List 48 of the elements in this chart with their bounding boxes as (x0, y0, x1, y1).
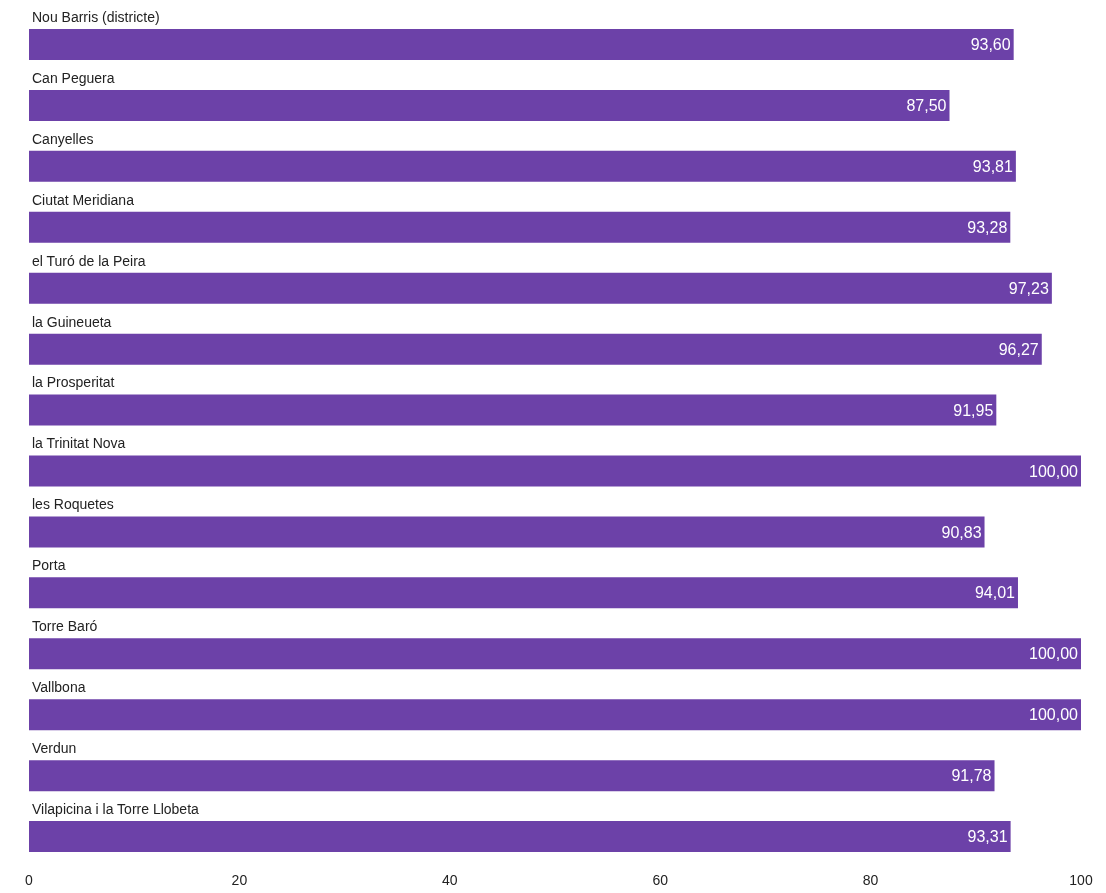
y-tick-label: Can Peguera (32, 69, 115, 86)
data-label: 93,28 (967, 218, 1008, 236)
data-label: 93,60 (970, 36, 1011, 54)
bar (29, 272, 1052, 304)
data-label: 91,95 (953, 401, 994, 419)
y-tick-label: la Trinitat Nova (32, 435, 126, 452)
bar (29, 211, 1011, 243)
bar (29, 821, 1011, 853)
bar (29, 333, 1042, 365)
data-label: 93,31 (967, 828, 1008, 846)
y-tick-label: Vallbona (32, 679, 86, 696)
data-label: 94,01 (974, 584, 1016, 602)
x-tick-label: 80 (862, 871, 879, 888)
bar (29, 455, 1081, 487)
y-tick-label: Canyelles (32, 130, 94, 147)
y-tick-label: el Turó de la Peira (32, 252, 146, 269)
x-tick-label: 20 (231, 871, 248, 888)
y-tick-label: la Prosperitat (32, 374, 115, 391)
bar (29, 699, 1081, 731)
x-tick-label: 60 (652, 871, 669, 888)
data-label: 96,27 (998, 340, 1039, 358)
x-tick-label: 100 (1069, 871, 1093, 888)
y-tick-label: Ciutat Meridiana (32, 191, 135, 208)
data-label: 97,23 (1008, 279, 1049, 297)
data-label: 100,00 (1029, 645, 1079, 663)
data-label: 93,81 (972, 157, 1013, 175)
data-label: 90,83 (941, 523, 982, 541)
bar (29, 394, 997, 426)
x-tick-label: 0 (25, 871, 34, 888)
y-tick-label: la Guineueta (32, 313, 112, 330)
bar (29, 89, 950, 121)
data-label: 91,78 (951, 767, 992, 785)
bar (29, 29, 1014, 60)
bar (29, 577, 1018, 609)
bar (29, 516, 985, 548)
y-tick-label: Torre Baró (32, 618, 98, 635)
y-tick-label: les Roquetes (32, 496, 114, 513)
y-tick-label: Porta (32, 557, 66, 574)
x-tick-label: 40 (442, 871, 458, 888)
y-tick-label: Vilapicina i la Torre Llobeta (32, 800, 200, 817)
data-label: 100,00 (1029, 462, 1079, 480)
y-tick-label: Nou Barris (districte) (32, 8, 160, 25)
bar (29, 638, 1081, 670)
data-label: 87,50 (906, 97, 947, 115)
bar (29, 760, 995, 792)
y-tick-label: Verdun (32, 740, 77, 757)
data-label: 100,00 (1029, 706, 1079, 724)
bar (29, 150, 1016, 182)
